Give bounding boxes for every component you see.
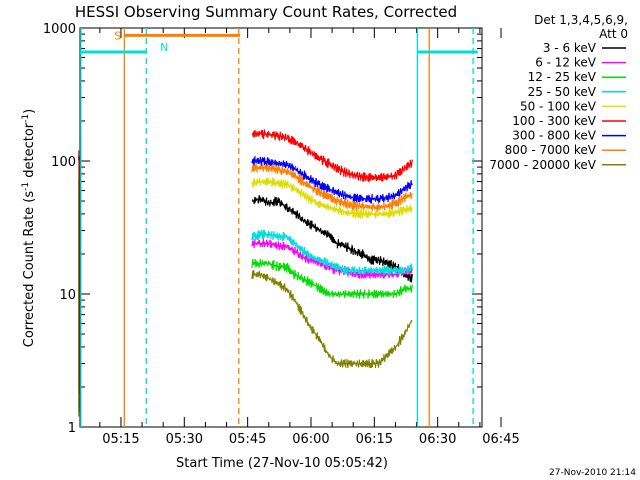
plot-frame <box>79 27 483 428</box>
series-line <box>251 229 413 276</box>
legend-label: 12 - 25 keV <box>528 70 597 84</box>
series-line <box>251 163 413 212</box>
x-tick-label: 06:45 <box>482 432 519 447</box>
annotations: SN <box>114 29 241 54</box>
x-tick-label: 06:15 <box>356 432 393 447</box>
x-tick-label: 06:30 <box>419 432 456 447</box>
series-layer <box>78 129 413 417</box>
generation-timestamp: 27-Nov-2010 21:14 <box>549 468 636 478</box>
y-tick-label: 1000 <box>43 22 76 37</box>
x-tick-label: 05:30 <box>166 432 203 447</box>
legend-label: 50 - 100 keV <box>520 99 597 113</box>
legend-label: 3 - 6 keV <box>543 41 597 55</box>
legend-label: 7000 - 20000 keV <box>489 158 596 172</box>
x-axis-label: Start Time (27-Nov-10 05:05:42) <box>176 456 388 471</box>
series-line <box>251 195 413 283</box>
series-line <box>251 129 413 183</box>
annotation-label: N <box>160 41 168 54</box>
series-line <box>251 177 413 219</box>
legend-label: 300 - 800 keV <box>512 129 596 143</box>
x-tick-label: 05:15 <box>102 432 139 447</box>
legend-label: 25 - 50 keV <box>528 85 597 99</box>
legend-header-line1: Det 1,3,4,5,6,9, <box>534 13 628 27</box>
legend-header-line2: Att 0 <box>599 27 628 41</box>
legend-label: 100 - 300 keV <box>512 114 596 128</box>
x-tick-label: 06:00 <box>292 432 329 447</box>
y-axis-label: Corrected Count Rate (s-1 detector-1) <box>21 109 37 347</box>
y-tick-label: 1 <box>68 421 76 436</box>
annotation-label: S <box>114 29 121 42</box>
axis-ticks: 1000 100 10 1 05:15 05:30 05:45 06:00 06:15 06:30… <box>43 22 520 447</box>
legend-label: 6 - 12 keV <box>535 56 597 70</box>
series-line <box>251 156 413 204</box>
legend-label: 800 - 7000 keV <box>505 143 597 157</box>
series-line <box>251 270 413 369</box>
series-line <box>251 238 413 279</box>
y-tick-label: 100 <box>51 155 76 170</box>
mode-lines <box>80 28 478 427</box>
x-tick-label: 05:45 <box>229 432 266 447</box>
chart-title: HESSI Observing Summary Count Rates, Cor… <box>75 3 457 21</box>
y-tick-label: 10 <box>59 288 76 303</box>
series-line <box>251 258 413 299</box>
